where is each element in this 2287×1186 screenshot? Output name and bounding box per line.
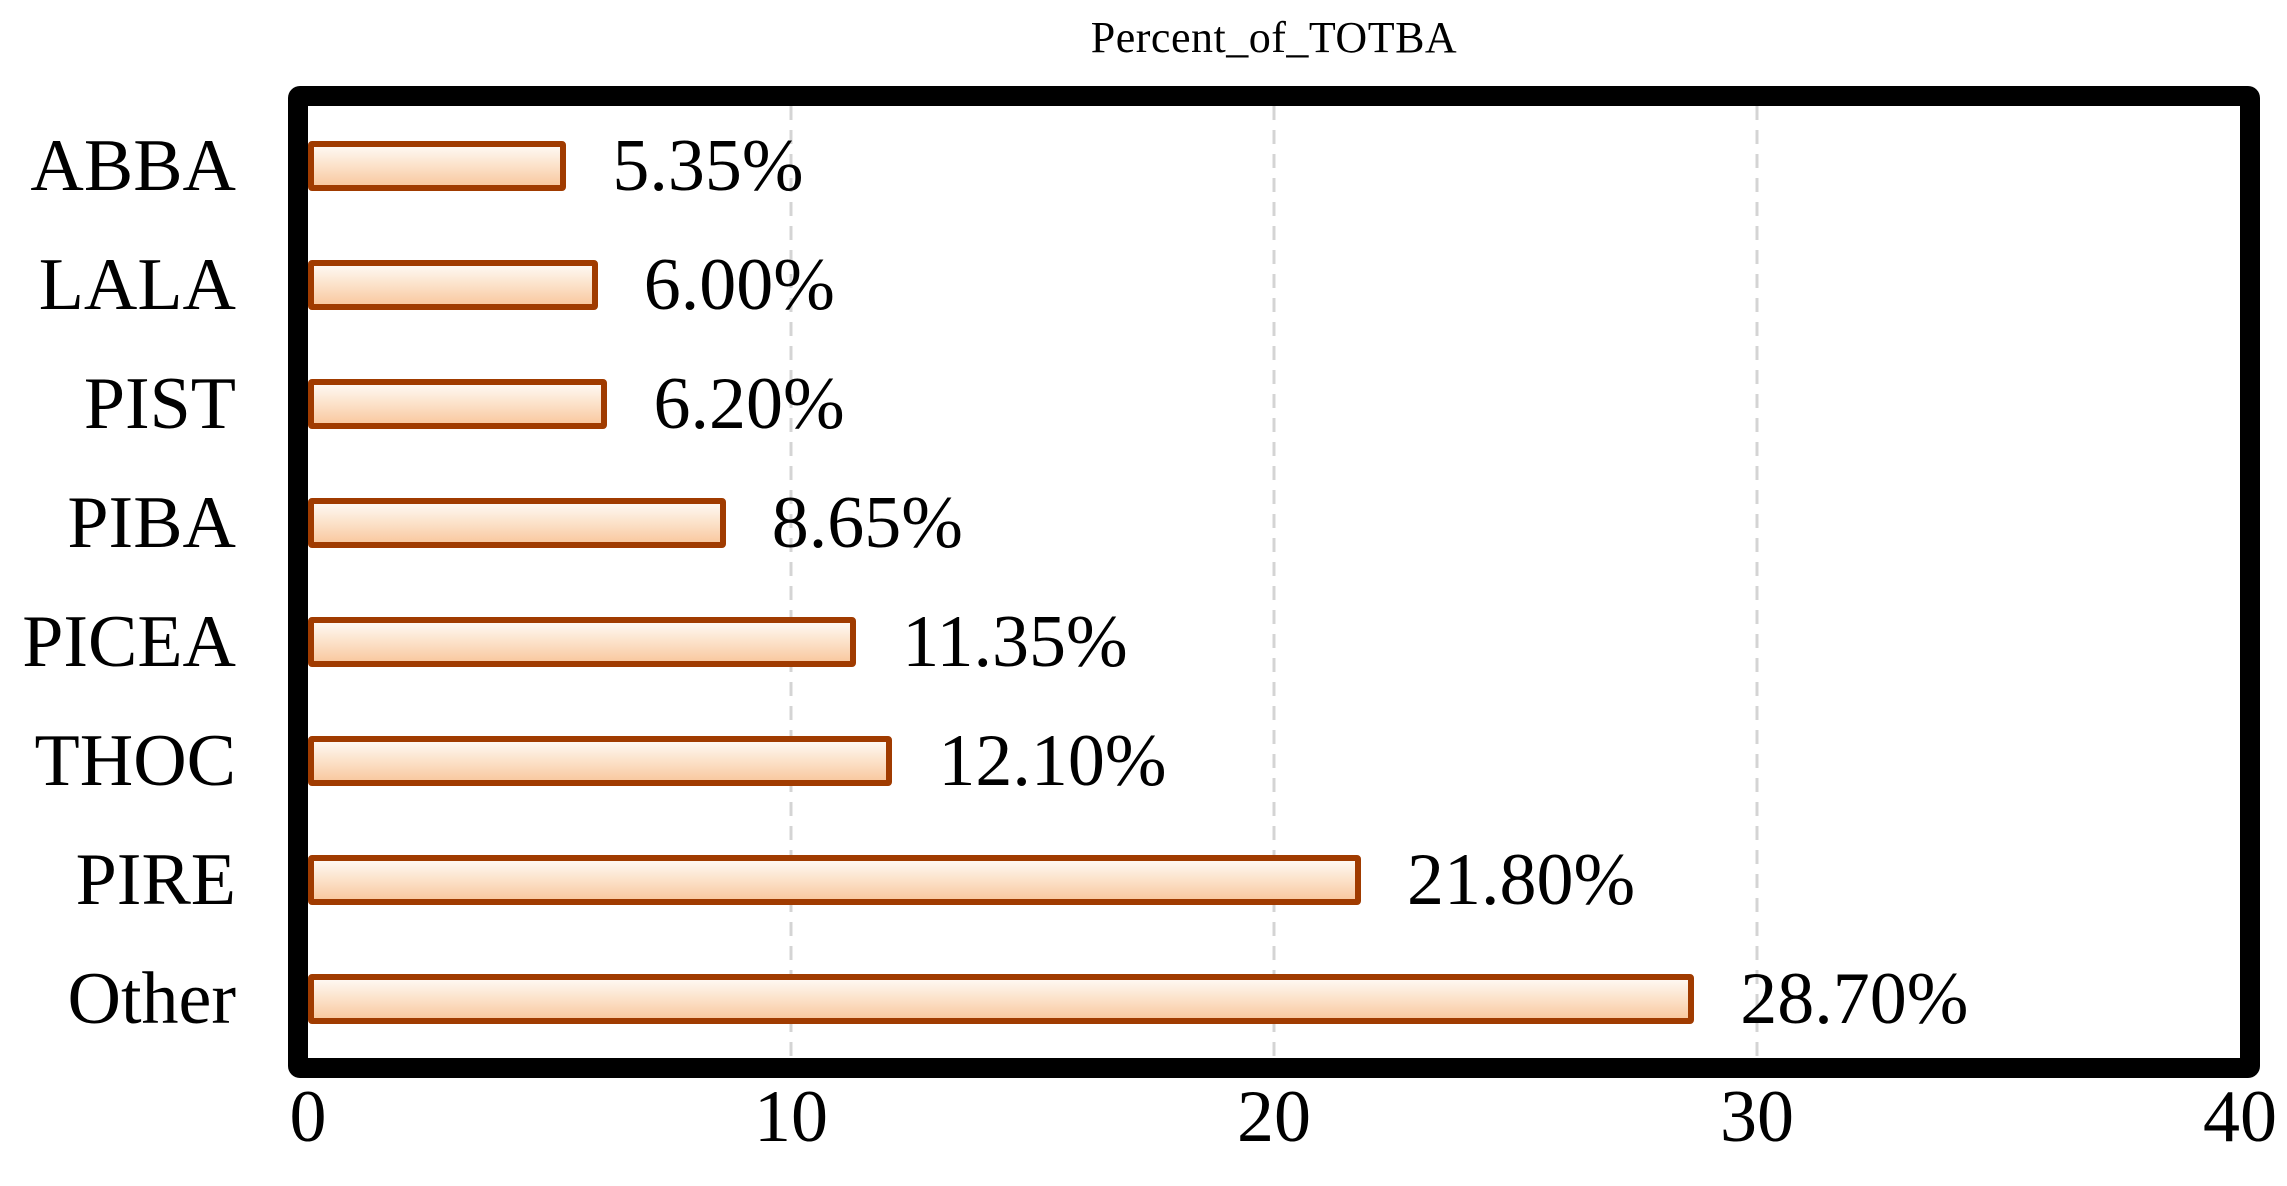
bar-row: 28.70%: [308, 939, 2240, 1058]
bar-pist: [308, 378, 608, 429]
bars-layer: 5.35% 6.00% 6.20% 8.65% 11.35% 12.10% 21.80% 28…: [308, 106, 2240, 1058]
x-tick-label-20: 20: [1237, 1076, 1311, 1158]
bar-abba: [308, 140, 567, 191]
plot-area: 5.35% 6.00% 6.20% 8.65% 11.35% 12.10% 21.80% 28…: [288, 86, 2260, 1078]
bar-other: [308, 973, 1695, 1024]
category-label-thoc: THOC: [34, 719, 236, 802]
x-axis-tick-labels: 0 10 20 30 40: [290, 1076, 2278, 1180]
x-tick-label-40: 40: [2203, 1076, 2277, 1158]
bar-value-label: 11.35%: [902, 600, 1128, 683]
x-tick-label-0: 0: [289, 1076, 327, 1158]
bar-lala: [308, 259, 598, 310]
gridline-30: [1755, 106, 1759, 1058]
bar-piba: [308, 497, 726, 548]
bar-row: 5.35%: [308, 106, 2240, 225]
x-tick-label-10: 10: [754, 1076, 828, 1158]
bar-value-label: 21.80%: [1406, 838, 1636, 921]
bar-value-label: 12.10%: [938, 719, 1167, 802]
category-label-other: Other: [67, 957, 237, 1040]
category-label-piba: PIBA: [67, 481, 236, 564]
bar-value-label: 28.70%: [1740, 957, 1969, 1040]
gridline-10: [789, 106, 793, 1058]
bar-pire: [308, 854, 1361, 905]
category-label-pire: PIRE: [75, 838, 236, 921]
bar-row: 8.65%: [308, 463, 2240, 582]
gridline-20: [1272, 106, 1276, 1058]
bar-row: 6.00%: [308, 225, 2240, 344]
category-label-pist: PIST: [83, 362, 236, 445]
chart-title: Percent_of_TOTBA: [1090, 13, 1458, 62]
bar-row: 6.20%: [308, 344, 2240, 463]
category-label-abba: ABBA: [30, 124, 236, 207]
bar-row: 21.80%: [308, 820, 2240, 939]
bar-value-label: 6.00%: [643, 243, 835, 326]
category-label-lala: LALA: [38, 243, 236, 326]
x-tick-label-30: 30: [1720, 1076, 1794, 1158]
bar-value-label: 5.35%: [612, 124, 804, 207]
y-axis-category-labels: ABBA LALA PIST PIBA PICEA THOC PIRE Other: [0, 106, 250, 1058]
bar-value-label: 8.65%: [771, 481, 963, 564]
bar-row: 11.35%: [308, 582, 2240, 701]
category-label-picea: PICEA: [22, 600, 236, 683]
bar-row: 12.10%: [308, 701, 2240, 820]
bar-thoc: [308, 735, 893, 786]
bar-picea: [308, 616, 857, 667]
bar-value-label: 6.20%: [653, 362, 845, 445]
